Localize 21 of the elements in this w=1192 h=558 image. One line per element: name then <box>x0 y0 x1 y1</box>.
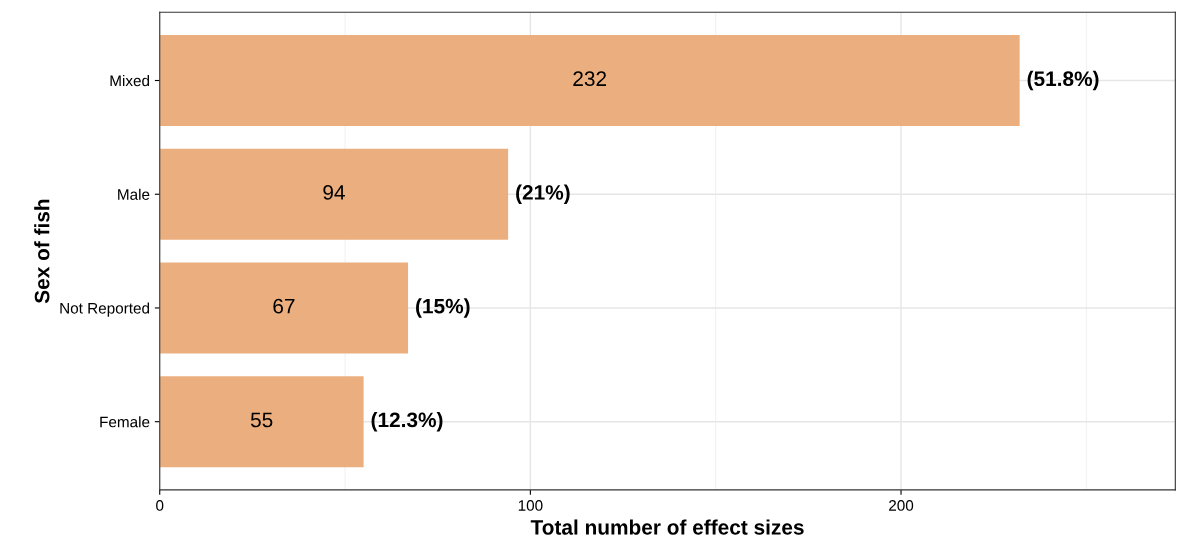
bar <box>159 35 1020 126</box>
annotation: (15%) <box>416 298 470 318</box>
x-tick-label: 100 <box>518 500 543 511</box>
annotation: (12.3%) <box>371 411 443 432</box>
y-axis-title: Sex of fish <box>34 199 50 304</box>
bar <box>159 148 509 240</box>
bar <box>159 262 409 354</box>
data-label: 94 <box>323 185 345 200</box>
x-axis-title: Total number of effect sizes <box>530 519 804 535</box>
bar <box>159 376 364 468</box>
y-tick-label: Male <box>118 188 150 200</box>
x-tick-label: 0 <box>156 500 164 511</box>
y-tick-label: Female <box>100 416 150 428</box>
data-label: 67 <box>273 298 295 314</box>
y-tick-label: Mixed <box>110 74 150 87</box>
annotation: (21%) <box>516 184 570 204</box>
y-tick-label: Not Reported <box>60 302 150 317</box>
annotation: (51.8%) <box>1027 70 1099 91</box>
data-label: 232 <box>573 71 607 87</box>
data-label: 55 <box>250 412 273 428</box>
x-tick-label: 200 <box>889 500 914 511</box>
